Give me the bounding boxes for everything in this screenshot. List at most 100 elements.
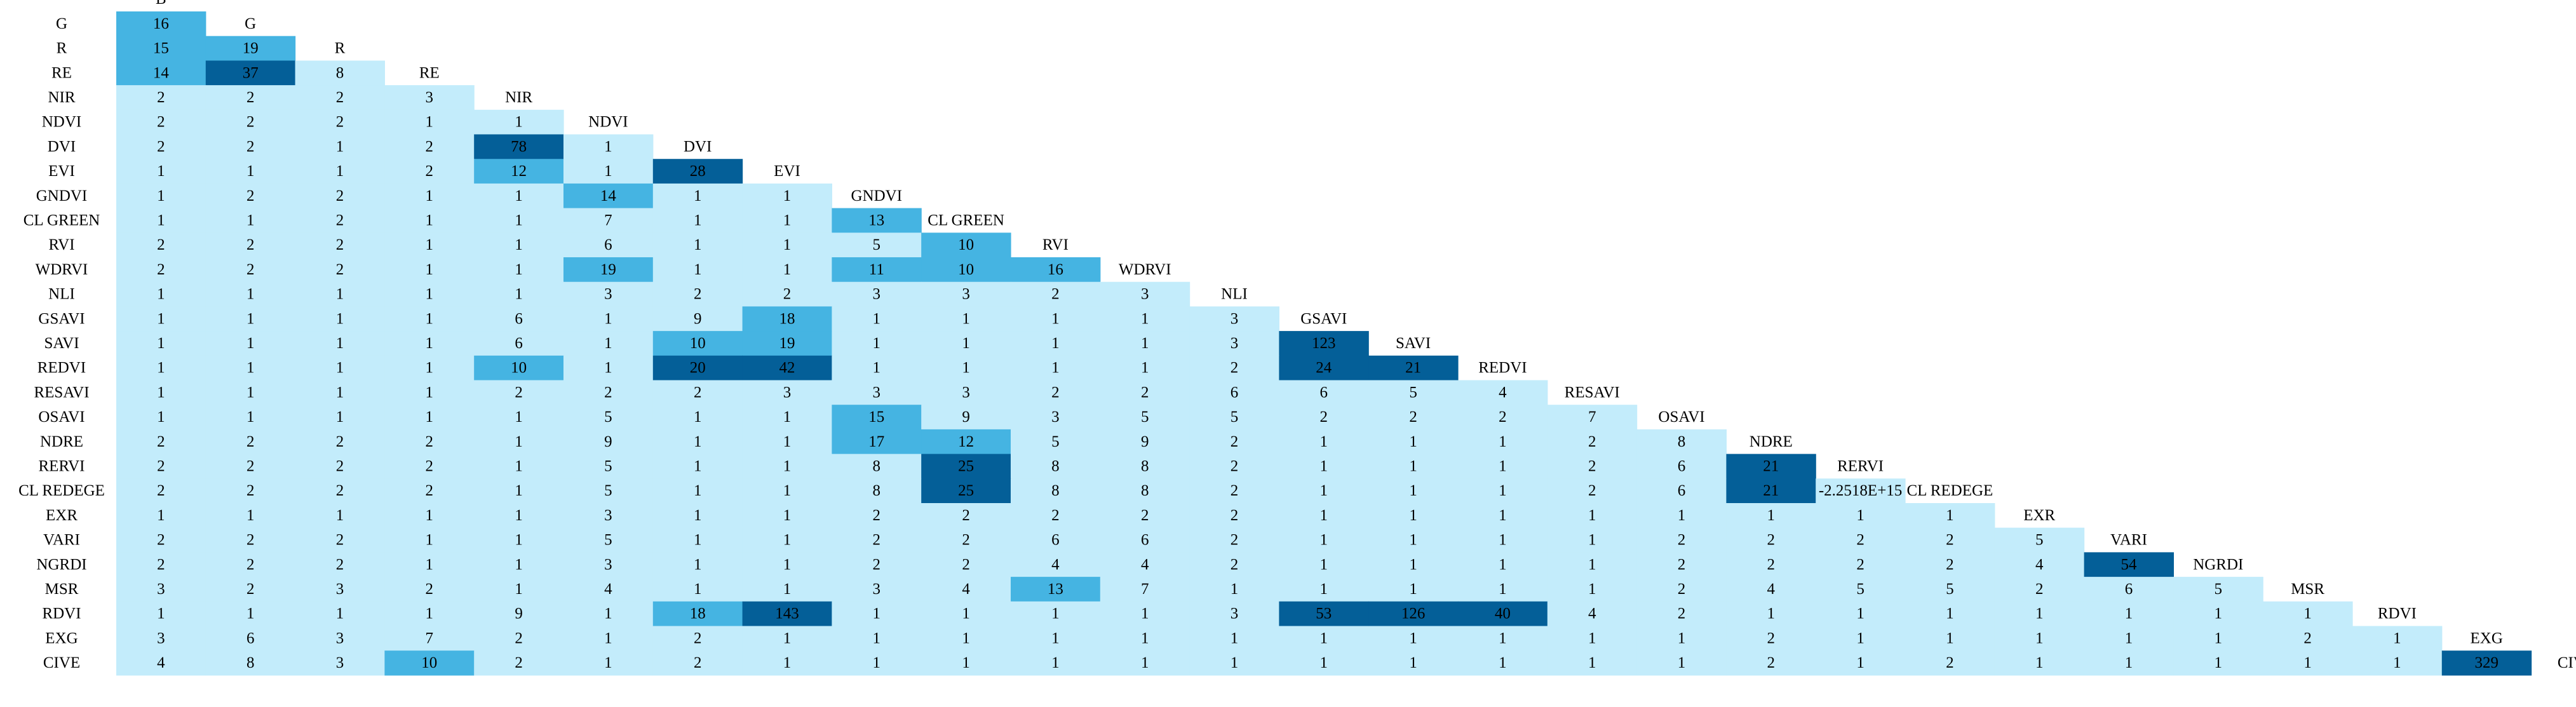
cell-value-nli-cl-green: 3 bbox=[962, 286, 970, 303]
cell-value-savi-nir: 6 bbox=[515, 335, 523, 352]
heatmap-cell-redvi-nli bbox=[1189, 355, 1279, 381]
heatmap-cell-exg-gsavi bbox=[1279, 626, 1369, 651]
cell-value-exg-g: 6 bbox=[246, 630, 255, 647]
heatmap-cell-ngrdi-cl-redege bbox=[1905, 552, 1995, 577]
cell-value-dvi-nir: 78 bbox=[511, 138, 527, 155]
cell-value-exg-exr: 1 bbox=[2035, 630, 2044, 647]
heatmap-cell-msr-rvi bbox=[1011, 577, 1101, 602]
cell-value-vari-rvi: 6 bbox=[1051, 532, 1060, 549]
cell-value-resavi-gndvi: 3 bbox=[873, 384, 881, 401]
heatmap-cell-ngrdi-redvi bbox=[1458, 552, 1548, 577]
heatmap-cell-rervi-ndvi bbox=[563, 454, 654, 479]
heatmap-cell-exg-re bbox=[384, 626, 475, 651]
cell-value-vari-re: 1 bbox=[426, 532, 434, 549]
heatmap-cell-vari-cl-green bbox=[921, 527, 1011, 553]
cell-value-nli-ndvi: 3 bbox=[604, 286, 612, 303]
heatmap-cell-ndre-cl-green bbox=[921, 429, 1011, 455]
cell-value-gndvi-dvi: 1 bbox=[694, 187, 702, 205]
heatmap-cell-gsavi-evi bbox=[742, 306, 832, 332]
heatmap-cell-gsavi-b bbox=[116, 306, 206, 332]
heatmap-cell-ndre-redvi bbox=[1458, 429, 1548, 455]
heatmap-cell-rdvi-re bbox=[384, 601, 475, 627]
heatmap-cell-osavi-dvi bbox=[652, 405, 743, 430]
heatmap-cell-wdrvi-dvi bbox=[652, 257, 743, 283]
cell-value-cl-green-dvi: 1 bbox=[694, 212, 702, 229]
cell-value-exg-ndvi: 1 bbox=[604, 630, 612, 647]
column-label-resavi: RESAVI bbox=[1565, 384, 1620, 401]
cell-value-cl-redege-re: 2 bbox=[426, 482, 434, 499]
heatmap-cell-savi-dvi bbox=[652, 331, 743, 356]
heatmap-cell-cive-exr bbox=[1994, 650, 2085, 676]
cell-value-rvi-evi: 1 bbox=[783, 236, 792, 253]
cell-value-ngrdi-redvi: 1 bbox=[1499, 556, 1507, 573]
heatmap-cell-cl-redege-evi bbox=[742, 478, 832, 504]
heatmap-cell-ndre-resavi bbox=[1547, 429, 1638, 455]
cell-value-gndvi-nir: 1 bbox=[515, 187, 523, 205]
heatmap-cell-nli-re bbox=[384, 281, 475, 307]
heatmap-cell-vari-cl-redege bbox=[1905, 527, 1995, 553]
heatmap-cell-r-g bbox=[205, 36, 296, 61]
heatmap-cell-cl-redege-re bbox=[384, 478, 475, 504]
heatmap-cell-exr-ndvi bbox=[563, 503, 654, 529]
row-label-ndvi: NDVI bbox=[42, 114, 82, 131]
heatmap-cell-cl-redege-rervi bbox=[1816, 478, 1906, 504]
column-label-exr: EXR bbox=[2023, 507, 2055, 524]
heatmap-cell-ngrdi-b bbox=[116, 552, 206, 577]
cell-value-evi-ndvi: 1 bbox=[604, 163, 612, 180]
cell-value-dvi-b: 2 bbox=[157, 138, 165, 155]
heatmap-cell-rervi-dvi bbox=[652, 454, 743, 479]
cell-value-osavi-cl-green: 9 bbox=[962, 408, 970, 426]
cell-value-rervi-evi: 1 bbox=[783, 457, 792, 475]
heatmap-cell-osavi-savi bbox=[1368, 405, 1459, 430]
heatmap-cell-rvi-nir bbox=[474, 232, 564, 258]
cell-value-vari-savi: 1 bbox=[1409, 532, 1417, 549]
heatmap-cell-rvi-g bbox=[205, 232, 296, 258]
heatmap-cell-cl-green-b bbox=[116, 208, 206, 233]
cell-value-evi-re: 2 bbox=[426, 163, 434, 180]
heatmap-cell-ngrdi-ndre bbox=[1726, 552, 1816, 577]
cell-value-redvi-cl-green: 1 bbox=[962, 360, 970, 377]
cell-value-gsavi-nli: 3 bbox=[1231, 310, 1239, 327]
heatmap-cell-exg-evi bbox=[742, 626, 832, 651]
heatmap-cell-exg-rvi bbox=[1011, 626, 1101, 651]
cell-value-savi-ndvi: 1 bbox=[604, 335, 612, 352]
heatmap-cell-exr-nir bbox=[474, 503, 564, 529]
cell-value-msr-b: 3 bbox=[157, 581, 165, 598]
cell-value-ndre-b: 2 bbox=[157, 433, 165, 450]
cell-value-osavi-gndvi: 15 bbox=[868, 408, 884, 426]
row-label-dvi: DVI bbox=[48, 138, 76, 155]
heatmap-cell-rdvi-wdrvi bbox=[1100, 601, 1190, 627]
cell-value-cive-nir: 2 bbox=[515, 654, 523, 671]
cell-value-exg-msr: 2 bbox=[2303, 630, 2312, 647]
cell-value-gndvi-b: 1 bbox=[157, 187, 165, 205]
cell-value-ndre-wdrvi: 9 bbox=[1141, 433, 1149, 450]
cell-value-ngrdi-nir: 1 bbox=[515, 556, 523, 573]
cell-value-vari-dvi: 1 bbox=[694, 532, 702, 549]
heatmap-cell-exg-msr bbox=[2263, 626, 2353, 651]
cell-value-msr-re: 2 bbox=[426, 581, 434, 598]
cell-value-wdrvi-cl-green: 10 bbox=[958, 261, 974, 278]
cell-value-gsavi-evi: 18 bbox=[779, 310, 795, 327]
cell-value-rdvi-exr: 1 bbox=[2035, 605, 2044, 623]
heatmap-cell-rvi-b bbox=[116, 232, 206, 258]
column-label-dvi: DVI bbox=[684, 138, 711, 155]
cell-value-exg-savi: 1 bbox=[1409, 630, 1417, 647]
cell-value-exg-nir: 2 bbox=[515, 630, 523, 647]
cell-value-savi-r: 1 bbox=[336, 335, 344, 352]
heatmap-cell-cive-savi bbox=[1368, 650, 1459, 676]
heatmap-cell-rdvi-gndvi bbox=[832, 601, 922, 627]
heatmap-cell-ndre-ndvi bbox=[563, 429, 654, 455]
heatmap-cell-exg-cl-green bbox=[921, 626, 1011, 651]
cell-value-exr-re: 1 bbox=[426, 507, 434, 524]
heatmap-cell-gsavi-re bbox=[384, 306, 475, 332]
heatmap-cell-msr-dvi bbox=[652, 577, 743, 602]
cell-value-savi-rvi: 1 bbox=[1051, 335, 1060, 352]
cell-value-vari-gsavi: 1 bbox=[1320, 532, 1328, 549]
cell-value-nli-dvi: 2 bbox=[694, 286, 702, 303]
cell-value-osavi-r: 1 bbox=[336, 408, 344, 426]
cell-value-wdrvi-rvi: 16 bbox=[1048, 261, 1063, 278]
heatmap-cell-resavi-r bbox=[295, 380, 385, 405]
heatmap-cell-savi-evi bbox=[742, 331, 832, 356]
heatmap-cell-gsavi-cl-green bbox=[921, 306, 1011, 332]
